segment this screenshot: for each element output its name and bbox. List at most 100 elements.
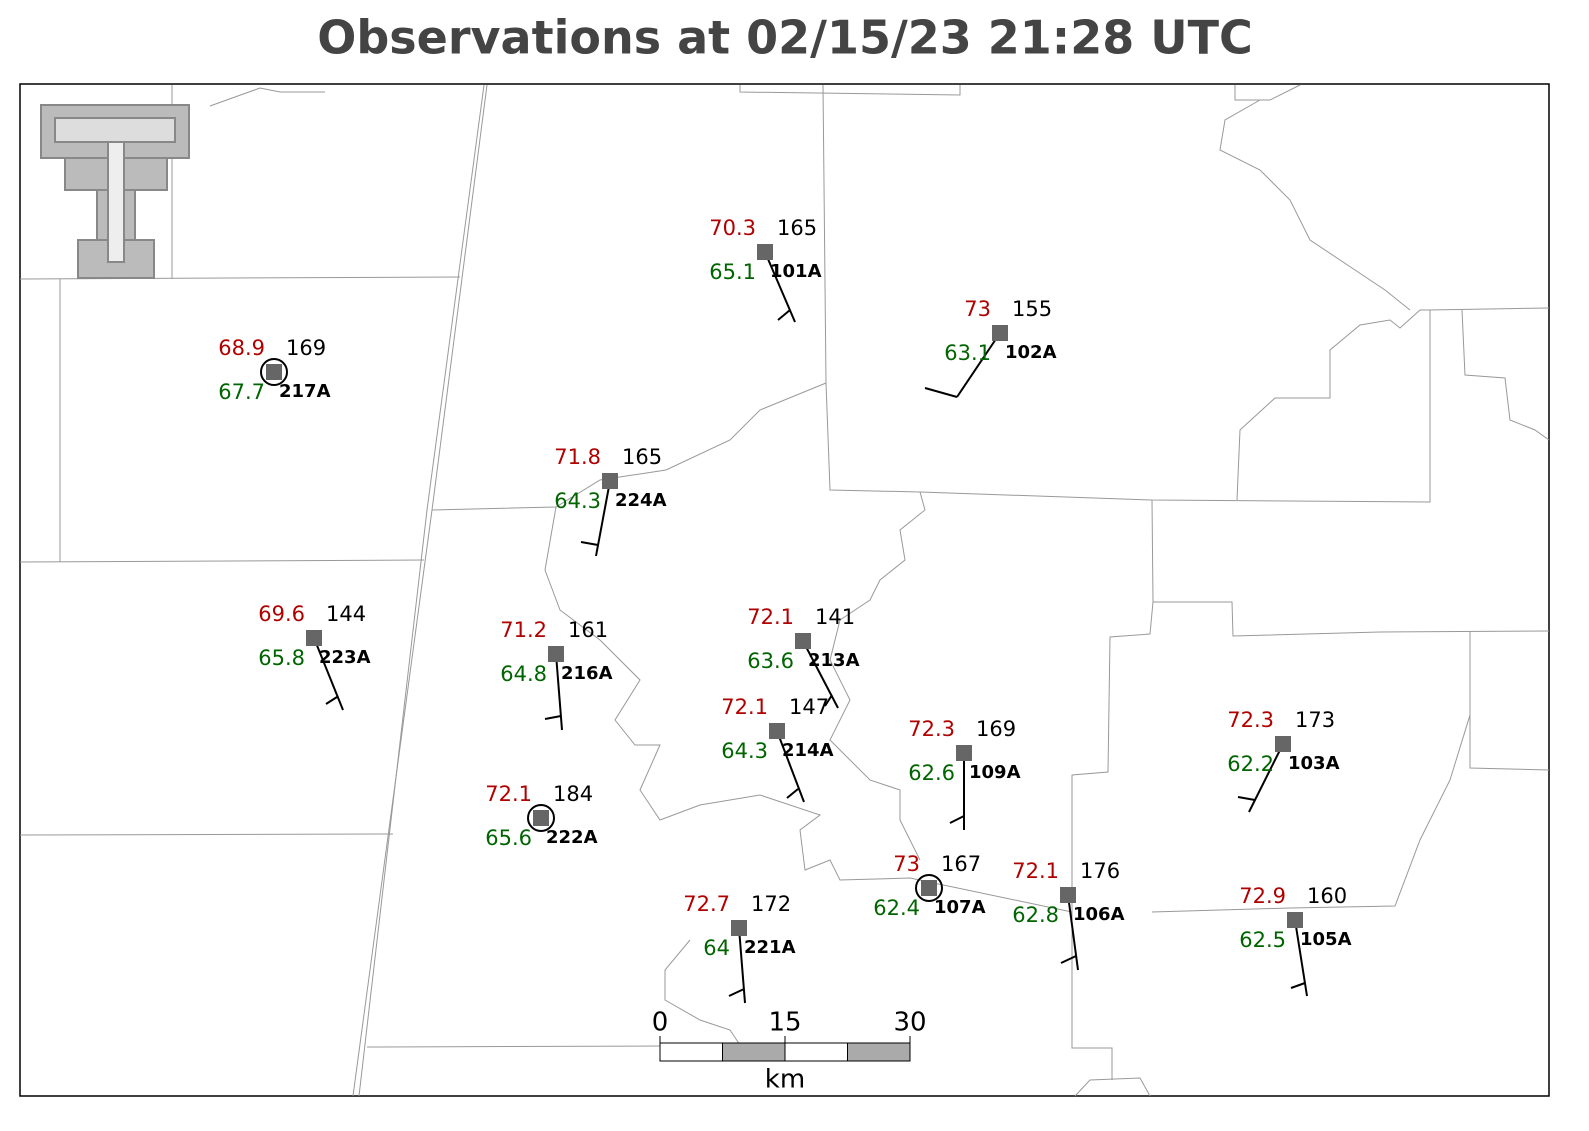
wind-barb	[924, 387, 958, 398]
pressure: 165	[777, 216, 817, 240]
temperature: 72.1	[721, 695, 768, 719]
station-marker	[921, 880, 937, 896]
wind-barb	[1060, 955, 1077, 964]
wind-staff	[313, 637, 344, 711]
wind-barb	[580, 541, 599, 546]
pressure: 144	[326, 602, 366, 626]
station-marker	[795, 633, 811, 649]
station-marker	[306, 630, 322, 646]
station-marker	[602, 473, 618, 489]
temperature: 73	[964, 297, 991, 321]
scale-label: 0	[652, 1008, 669, 1038]
dewpoint: 62.5	[1239, 928, 1286, 952]
temperature: 71.8	[554, 445, 601, 469]
temperature: 70.3	[709, 216, 756, 240]
pressure: 169	[286, 336, 326, 360]
station-marker	[548, 646, 564, 662]
scale-unit: km	[765, 1065, 805, 1095]
pressure: 147	[789, 695, 829, 719]
temperature: 72.3	[908, 717, 955, 741]
wind-staff	[776, 730, 805, 803]
dewpoint: 64	[703, 936, 730, 960]
scale-segment	[784, 1042, 848, 1062]
station-marker	[1060, 887, 1076, 903]
dewpoint: 65.1	[709, 260, 756, 284]
wind-barb	[777, 309, 791, 321]
boundaries	[19, 84, 1550, 1097]
station-id: 222A	[546, 827, 598, 848]
station-marker	[992, 325, 1008, 341]
wind-barb	[544, 715, 562, 720]
scale-segment	[722, 1042, 786, 1062]
dewpoint: 67.7	[218, 380, 265, 404]
temperature: 72.1	[485, 782, 532, 806]
scale-label: 15	[768, 1008, 801, 1038]
station-id: 216A	[561, 663, 613, 684]
temperature: 72.7	[683, 892, 730, 916]
temperature: 72.1	[747, 605, 794, 629]
wind-staff	[595, 480, 611, 557]
temperature: 71.2	[500, 618, 547, 642]
dewpoint: 64.3	[554, 489, 601, 513]
wind-staff	[555, 653, 563, 731]
wind-barb	[1290, 982, 1306, 989]
scale-label: 30	[893, 1008, 926, 1038]
station-id: 214A	[782, 740, 834, 761]
dewpoint: 63.6	[747, 649, 794, 673]
temperature: 72.3	[1227, 708, 1274, 732]
pressure: 172	[751, 892, 791, 916]
pressure: 161	[568, 618, 608, 642]
dewpoint: 62.2	[1227, 752, 1274, 776]
dewpoint: 65.6	[485, 826, 532, 850]
pressure: 184	[553, 782, 593, 806]
calm-circle	[260, 358, 288, 386]
dewpoint: 64.8	[500, 662, 547, 686]
wind-barb	[786, 788, 799, 799]
station-marker	[731, 920, 747, 936]
station-id: 109A	[969, 762, 1021, 783]
temperature: 73	[893, 852, 920, 876]
station-id: 102A	[1005, 342, 1057, 363]
dewpoint: 62.4	[873, 896, 920, 920]
logo	[40, 104, 190, 279]
station-marker	[1287, 912, 1303, 928]
station-id: 213A	[808, 650, 860, 671]
wind-barb	[325, 696, 338, 705]
temperature: 72.1	[1012, 859, 1059, 883]
station-id: 105A	[1300, 929, 1352, 950]
wind-barb	[728, 988, 745, 997]
station-marker	[266, 364, 282, 380]
pressure: 165	[622, 445, 662, 469]
scale-segment	[659, 1042, 723, 1062]
dewpoint: 62.6	[908, 761, 955, 785]
dewpoint: 63.1	[944, 341, 991, 365]
wind-staff	[738, 927, 746, 1004]
calm-circle	[527, 804, 555, 832]
calm-circle	[915, 874, 943, 902]
wind-barb	[824, 694, 833, 707]
wind-staff	[1067, 894, 1079, 971]
station-id: 107A	[934, 897, 986, 918]
pressure: 167	[941, 852, 981, 876]
station-id: 217A	[279, 381, 331, 402]
station-marker	[757, 244, 773, 260]
pressure: 173	[1295, 708, 1335, 732]
dewpoint: 62.8	[1012, 903, 1059, 927]
pressure: 176	[1080, 859, 1120, 883]
station-id: 103A	[1288, 753, 1340, 774]
temperature: 69.6	[258, 602, 305, 626]
station-id: 221A	[744, 937, 796, 958]
pressure: 169	[976, 717, 1016, 741]
temperature: 68.9	[218, 336, 265, 360]
dewpoint: 65.8	[258, 646, 305, 670]
wind-barb	[949, 815, 965, 824]
wind-barb	[1237, 796, 1256, 801]
station-marker	[956, 745, 972, 761]
pressure: 155	[1012, 297, 1052, 321]
station-id: 101A	[770, 261, 822, 282]
pressure: 160	[1307, 884, 1347, 908]
wind-staff	[802, 640, 839, 709]
station-marker	[1275, 736, 1291, 752]
station-marker	[769, 723, 785, 739]
